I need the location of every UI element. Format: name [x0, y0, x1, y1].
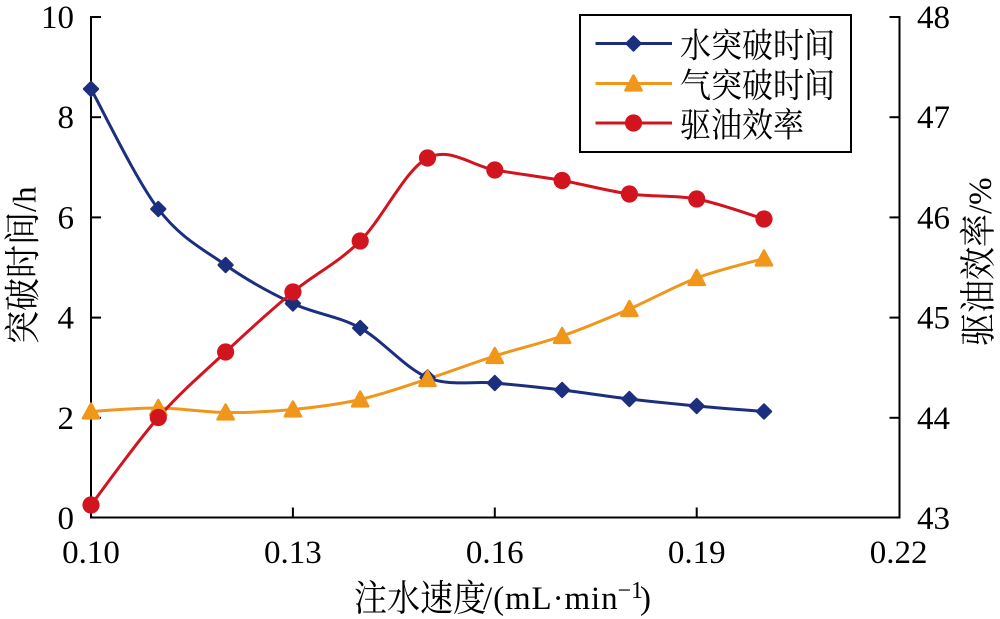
svg-text:2: 2	[58, 401, 75, 437]
svg-text:/h: /h	[8, 186, 44, 212]
svg-text:0.16: 0.16	[466, 535, 524, 571]
svg-text:6: 6	[58, 200, 75, 236]
svg-text:47: 47	[917, 100, 950, 136]
svg-text:−1: −1	[618, 578, 644, 604]
svg-text:): )	[640, 581, 651, 617]
svg-text:46: 46	[917, 200, 950, 236]
svg-text:10: 10	[41, 0, 74, 36]
svg-text:0.10: 0.10	[62, 535, 120, 571]
svg-text:4: 4	[58, 301, 75, 337]
svg-text:0.22: 0.22	[870, 535, 928, 571]
svg-text:8: 8	[58, 100, 75, 136]
svg-text:/%: /%	[963, 177, 999, 214]
svg-text:44: 44	[917, 401, 950, 437]
svg-text:/(mL·min: /(mL·min	[483, 581, 619, 617]
svg-text:0.19: 0.19	[668, 535, 726, 571]
svg-text:48: 48	[917, 0, 950, 36]
svg-text:45: 45	[917, 301, 950, 337]
svg-text:43: 43	[917, 501, 950, 537]
svg-text:0.13: 0.13	[264, 535, 322, 571]
svg-text:0: 0	[58, 501, 75, 537]
